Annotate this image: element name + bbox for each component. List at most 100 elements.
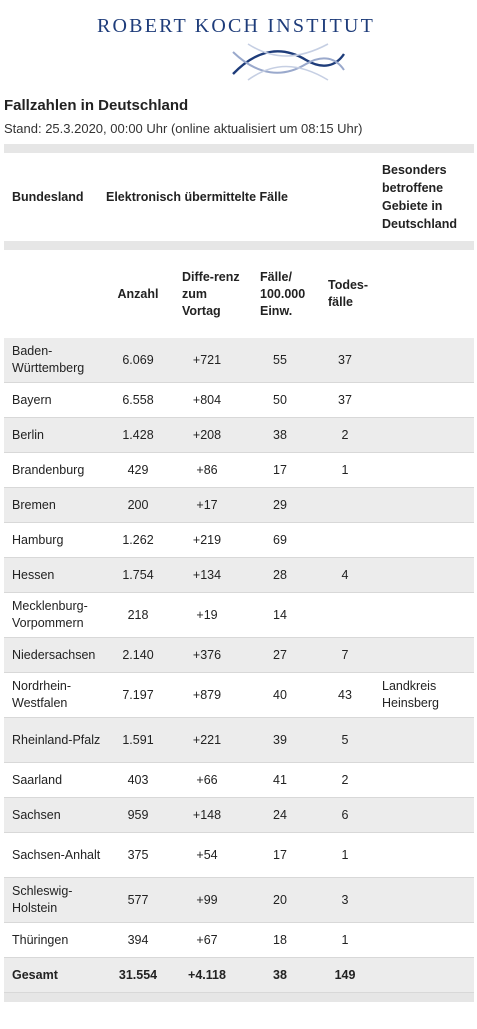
table-row: Hessen 1.754 +134 28 4 (4, 557, 474, 593)
cell-anzahl: 375 (106, 832, 170, 878)
header-anzahl: Anzahl (117, 286, 159, 301)
cell-faelle: 69 (244, 522, 316, 558)
table-row: Bayern 6.558 +804 50 37 (4, 382, 474, 418)
cell-differenz: +67 (170, 922, 244, 958)
table-row: Rheinland-Pfalz 1.591 +221 39 5 (4, 717, 474, 763)
table-row: Hamburg 1.262 +219 69 (4, 522, 474, 558)
cell-gebiet (374, 557, 474, 593)
cell-gebiet (374, 877, 474, 923)
cell-anzahl: 6.069 (106, 338, 170, 383)
cell-bundesland: Nordrhein-Westfalen (4, 672, 106, 718)
cell-faelle: 55 (244, 338, 316, 383)
cell-todesfaelle: 4 (316, 557, 374, 593)
cell-faelle: 29 (244, 487, 316, 523)
cell-anzahl: 200 (106, 487, 170, 523)
cell-anzahl: 394 (106, 922, 170, 958)
cell-todesfaelle (316, 522, 374, 558)
cell-gebiet (374, 922, 474, 958)
cell-differenz: +86 (170, 452, 244, 488)
cell-differenz: +376 (170, 637, 244, 673)
cell-anzahl: 403 (106, 762, 170, 798)
cell-todesfaelle: 149 (316, 957, 374, 993)
cell-gebiet (374, 417, 474, 453)
cell-bundesland: Bayern (4, 382, 106, 418)
rki-logo-text: ROBERT KOCH INSTITUT (97, 15, 375, 37)
table-row: Nordrhein-Westfalen 7.197 +879 40 43 Landkrei… (4, 672, 474, 718)
cell-faelle: 18 (244, 922, 316, 958)
cell-bundesland: Hessen (4, 557, 106, 593)
cell-anzahl: 577 (106, 877, 170, 923)
cell-bundesland: Rheinland-Pfalz (4, 717, 106, 763)
cell-todesfaelle: 1 (316, 922, 374, 958)
cell-anzahl: 1.262 (106, 522, 170, 558)
cell-bundesland: Saarland (4, 762, 106, 798)
cell-bundesland: Schleswig-Holstein (4, 877, 106, 923)
cell-todesfaelle: 1 (316, 832, 374, 878)
cell-bundesland: Baden-Württemberg (4, 338, 106, 383)
cell-differenz: +721 (170, 338, 244, 383)
table-row: Baden-Württemberg 6.069 +721 55 37 (4, 338, 474, 383)
header-todesfaelle: Todes-fälle (328, 278, 369, 309)
cell-gebiet (374, 957, 474, 993)
page-title: Fallzahlen in Deutschland (4, 97, 189, 114)
cell-faelle: 27 (244, 637, 316, 673)
cell-todesfaelle: 5 (316, 717, 374, 763)
cell-faelle: 39 (244, 717, 316, 763)
cell-anzahl: 1.591 (106, 717, 170, 763)
cell-faelle: 38 (244, 417, 316, 453)
cell-gebiet (374, 522, 474, 558)
cell-todesfaelle: 7 (316, 637, 374, 673)
cell-differenz: +208 (170, 417, 244, 453)
cell-differenz: +221 (170, 717, 244, 763)
cell-anzahl: 959 (106, 797, 170, 833)
cell-differenz: +148 (170, 797, 244, 833)
cell-gebiet (374, 832, 474, 878)
cell-anzahl: 429 (106, 452, 170, 488)
cell-bundesland: Hamburg (4, 522, 106, 558)
table-row: Thüringen 394 +67 18 1 (4, 922, 474, 958)
cell-todesfaelle: 2 (316, 417, 374, 453)
cell-bundesland: Brandenburg (4, 452, 106, 488)
cell-faelle: 50 (244, 382, 316, 418)
cell-faelle: 14 (244, 592, 316, 638)
cell-gebiet (374, 338, 474, 383)
cell-faelle: 24 (244, 797, 316, 833)
cell-differenz: +219 (170, 522, 244, 558)
cell-differenz: +804 (170, 382, 244, 418)
cell-gebiet (374, 637, 474, 673)
table-row: Berlin 1.428 +208 38 2 (4, 417, 474, 453)
cell-gebiet (374, 797, 474, 833)
table-row: Schleswig-Holstein 577 +99 20 3 (4, 877, 474, 923)
cell-gebiet (374, 452, 474, 488)
cell-gebiet: Landkreis Heinsberg (374, 672, 474, 718)
cell-bundesland: Thüringen (4, 922, 106, 958)
header-differenz: Diffe-renz zum Vortag (182, 269, 240, 318)
cell-differenz: +54 (170, 832, 244, 878)
cell-bundesland: Niedersachsen (4, 637, 106, 673)
cell-faelle: 17 (244, 452, 316, 488)
cell-differenz: +879 (170, 672, 244, 718)
cell-anzahl: 1.754 (106, 557, 170, 593)
cell-bundesland: Gesamt (4, 957, 106, 993)
header-faelle: Fälle/ 100.000 Einw. (260, 269, 306, 318)
cell-bundesland: Sachsen-Anhalt (4, 832, 106, 878)
table-total-row: Gesamt 31.554 +4.118 38 149 (4, 957, 474, 993)
cell-differenz: +17 (170, 487, 244, 523)
cell-todesfaelle: 1 (316, 452, 374, 488)
cell-bundesland: Bremen (4, 487, 106, 523)
table-band (4, 144, 474, 153)
cell-gebiet (374, 382, 474, 418)
header-bundesland: Bundesland (12, 189, 84, 204)
cell-differenz: +66 (170, 762, 244, 798)
cell-todesfaelle: 37 (316, 382, 374, 418)
cell-bundesland: Berlin (4, 417, 106, 453)
table-header-row: Bundesland Elektronisch übermittelte Fäl… (4, 153, 474, 241)
cell-gebiet (374, 487, 474, 523)
cell-differenz: +19 (170, 592, 244, 638)
cell-faelle: 38 (244, 957, 316, 993)
table-row: Mecklenburg-Vorpommern 218 +19 14 (4, 592, 474, 638)
header-electronic-cases: Elektronisch übermittelte Fälle (106, 189, 288, 204)
cell-gebiet (374, 592, 474, 638)
cell-todesfaelle: 37 (316, 338, 374, 383)
cell-faelle: 40 (244, 672, 316, 718)
